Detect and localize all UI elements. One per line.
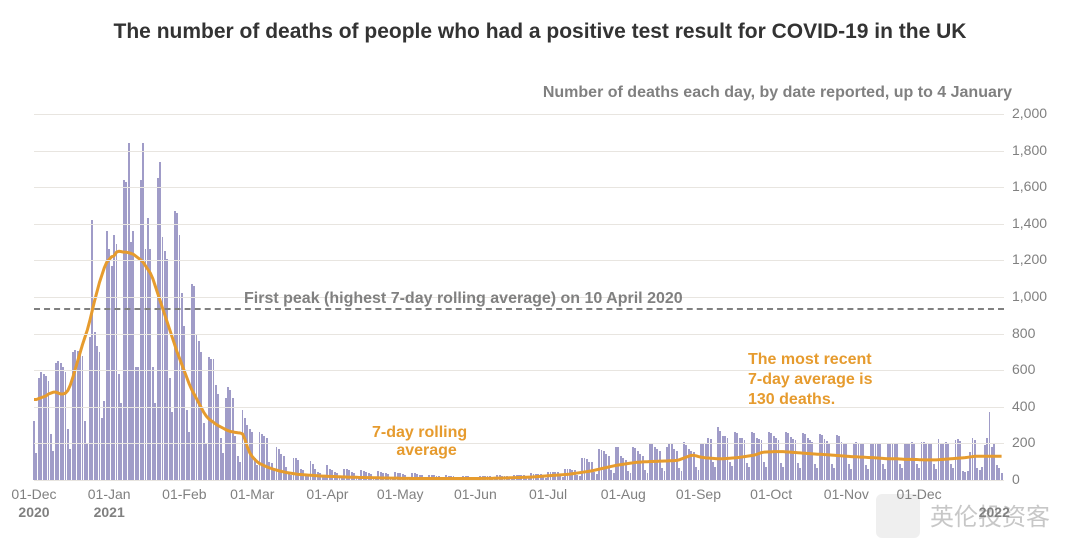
rolling-average-label-l1: 7-day rolling xyxy=(372,424,467,441)
x-tick-label: 2022 xyxy=(979,486,1010,521)
chart-subtitle: Number of deaths each day, by date repor… xyxy=(543,84,1012,102)
x-tick-label: 01-Nov xyxy=(824,486,869,504)
x-tick-label: 01-Aug xyxy=(601,486,646,504)
recent-average-annotation: The most recent 7-day average is 130 dea… xyxy=(748,350,873,410)
rolling-average-label-l2: average xyxy=(396,442,457,459)
grid-line xyxy=(34,443,1004,444)
grid-line xyxy=(34,187,1004,188)
recent-l3b: deaths. xyxy=(775,391,835,408)
chart-title: The number of deaths of people who had a… xyxy=(0,20,1080,44)
y-tick-label: 600 xyxy=(1012,361,1072,377)
y-tick-label: 2,000 xyxy=(1012,105,1072,121)
x-tick-label: 01-Jan2021 xyxy=(88,486,131,521)
y-tick-label: 1,400 xyxy=(1012,215,1072,231)
x-tick-label: 01-Mar xyxy=(230,486,274,504)
x-tick-label: 01-Oct xyxy=(750,486,792,504)
x-tick-label: 01-Dec2020 xyxy=(11,486,56,521)
x-tick-label: 01-Sep xyxy=(676,486,721,504)
y-tick-label: 0 xyxy=(1012,471,1072,487)
grid-line xyxy=(34,260,1004,261)
grid-line xyxy=(34,224,1004,225)
recent-num: 130 xyxy=(748,391,775,408)
y-tick-label: 400 xyxy=(1012,398,1072,414)
rolling-average-label: 7-day rolling average xyxy=(372,424,467,460)
x-tick-label: 01-Feb xyxy=(162,486,206,504)
x-tick-label: 01-Apr xyxy=(306,486,348,504)
x-tick-label: 01-Jun xyxy=(454,486,497,504)
y-tick-label: 800 xyxy=(1012,325,1072,341)
recent-l2: 7-day average is xyxy=(748,371,873,388)
grid-line xyxy=(34,480,1004,481)
chart-frame: The number of deaths of people who had a… xyxy=(0,0,1080,554)
y-tick-label: 1,000 xyxy=(1012,288,1072,304)
first-peak-annotation: First peak (highest 7-day rolling averag… xyxy=(244,290,683,308)
y-tick-label: 1,200 xyxy=(1012,251,1072,267)
y-tick-label: 200 xyxy=(1012,434,1072,450)
y-tick-label: 1,800 xyxy=(1012,142,1072,158)
x-tick-label: 01-May xyxy=(377,486,424,504)
x-tick-label: 01-Dec xyxy=(897,486,942,504)
first-peak-reference-line xyxy=(34,308,1004,310)
y-tick-label: 1,600 xyxy=(1012,178,1072,194)
grid-line xyxy=(34,151,1004,152)
x-tick-label: 01-Jul xyxy=(529,486,567,504)
recent-l1: The most recent xyxy=(748,351,872,368)
grid-line xyxy=(34,114,1004,115)
grid-line xyxy=(34,334,1004,335)
